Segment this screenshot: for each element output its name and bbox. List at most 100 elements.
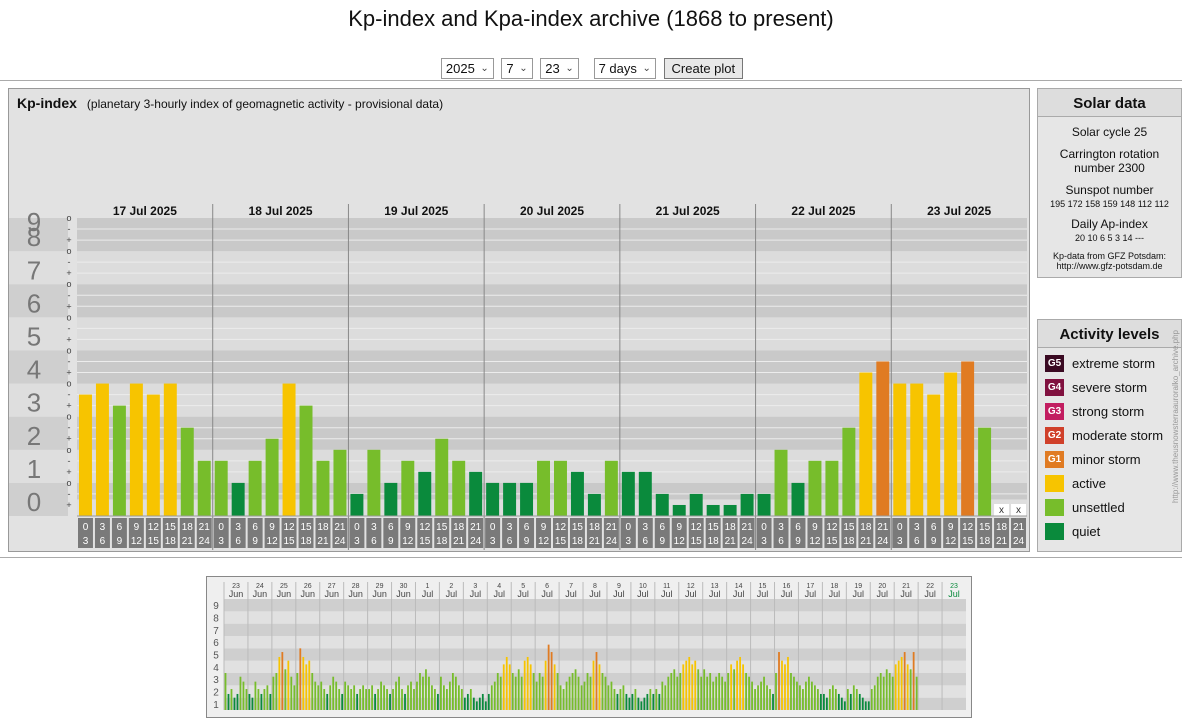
- legend-label: minor storm: [1072, 451, 1141, 467]
- minor-tick-label: o: [66, 312, 71, 322]
- mini-y-tick: 4: [213, 663, 219, 674]
- month-select[interactable]: 7 ⌄: [501, 58, 533, 79]
- kp-row-band: [77, 284, 1027, 318]
- activity-legend: G5 extreme storm G4 severe storm G3 strong …: [1038, 348, 1181, 543]
- hour-tick-label: 18: [996, 522, 1008, 533]
- activity-heading: Activity levels: [1038, 320, 1181, 348]
- legend-label: active: [1072, 475, 1106, 491]
- mini-kp-bar: [799, 685, 801, 710]
- hour-tick-label: 18: [589, 522, 601, 533]
- mini-kp-bar: [413, 689, 415, 710]
- kp-panel: Kp-index (planetary 3-hourly index of ge…: [8, 88, 1030, 552]
- hour-box: [145, 518, 161, 548]
- hour-tick-label: 9: [117, 536, 123, 547]
- kp-bar: [129, 383, 143, 516]
- mini-kp-bar: [787, 656, 789, 710]
- mini-month-label: Jul: [661, 589, 673, 599]
- minor-tick-label: o: [66, 478, 71, 488]
- y-tick-label: 4: [27, 355, 41, 385]
- mini-month-label: Jun: [277, 589, 292, 599]
- mini-kp-bar: [377, 689, 379, 710]
- mini-month-label: Jul: [589, 589, 601, 599]
- mini-kp-bar: [754, 689, 756, 710]
- hour-tick-label: 18: [300, 536, 312, 547]
- create-plot-button[interactable]: Create plot: [663, 58, 744, 79]
- y-tick-label: 2: [27, 421, 41, 451]
- mini-kp-bar: [727, 673, 730, 710]
- mini-day-label: 8: [593, 583, 597, 590]
- hour-box: [298, 518, 314, 548]
- mini-kp-bar: [263, 689, 266, 710]
- mini-kp-bar: [646, 693, 649, 710]
- mini-kp-bar: [422, 676, 424, 710]
- hour-tick-label: 9: [676, 522, 682, 533]
- mini-kp-bar: [631, 693, 634, 710]
- mini-kp-bar: [897, 660, 900, 710]
- day-value: 23: [545, 61, 560, 76]
- panel-label: Kp-index: [17, 95, 77, 111]
- mini-row-band: [224, 685, 966, 698]
- hour-tick-label: 3: [643, 522, 649, 533]
- mini-kp-bar: [778, 652, 780, 710]
- minor-tick-label: o: [66, 445, 71, 455]
- kp-row-label-band: [9, 350, 68, 384]
- mini-kp-bar: [775, 673, 777, 710]
- hour-tick-label: 6: [795, 522, 801, 533]
- mini-kp-bar: [583, 681, 586, 710]
- hour-tick-label: 3: [83, 536, 89, 547]
- mini-kp-bar: [607, 685, 610, 710]
- kp-bar: [503, 482, 517, 516]
- kp-bar: [214, 460, 228, 516]
- mini-kp-bar: [520, 676, 523, 710]
- mini-day-label: 13: [711, 583, 719, 590]
- hour-box: [926, 518, 942, 548]
- hour-box: [247, 518, 263, 548]
- hour-tick-label: 21: [589, 536, 601, 547]
- hour-box: [977, 518, 993, 548]
- minor-tick-label: -: [68, 489, 71, 499]
- mini-kp-bar: [511, 673, 514, 710]
- mini-kp-bar: [673, 669, 676, 710]
- mini-kp-bar: [802, 689, 804, 710]
- mini-kp-bar: [341, 693, 344, 710]
- mini-day-label: 1: [425, 583, 429, 590]
- mini-kp-bar: [514, 676, 517, 710]
- activity-levels-panel: Activity levels G5 extreme storm G4 severe…: [1037, 319, 1182, 552]
- hour-tick-label: 18: [860, 522, 872, 533]
- hour-box: [94, 518, 110, 548]
- minor-tick-label: -: [68, 257, 71, 267]
- mini-kp-bar: [428, 676, 430, 710]
- sunspot-label: Sunspot number: [1065, 183, 1154, 197]
- mini-day-label: 12: [687, 583, 695, 590]
- day-select[interactable]: 23 ⌄: [540, 58, 579, 79]
- legend-label: unsettled: [1072, 499, 1125, 515]
- mini-kp-bar: [849, 693, 852, 710]
- hour-tick-label: 15: [708, 522, 720, 533]
- hour-tick-label: 18: [725, 522, 737, 533]
- mini-month-label: Jul: [470, 589, 482, 599]
- hour-tick-label: 6: [252, 522, 258, 533]
- kp-bar: [587, 493, 601, 516]
- hour-box: [688, 518, 704, 548]
- year-select[interactable]: 2025 ⌄: [440, 58, 494, 79]
- mini-kp-bar: [386, 689, 388, 710]
- mini-kp-bar: [353, 685, 356, 710]
- mini-month-label: Jul: [565, 589, 577, 599]
- mini-kp-bar: [440, 676, 442, 710]
- mini-kp-bar: [326, 693, 329, 710]
- hour-tick-label: 6: [914, 536, 920, 547]
- hour-tick-label: 21: [317, 536, 329, 547]
- range-select[interactable]: 7 days ⌄: [593, 58, 656, 79]
- source-link[interactable]: http://www.gfz-potsdam.de: [1056, 261, 1163, 271]
- day-label: 18 Jul 2025: [249, 204, 313, 218]
- mini-kp-bar: [592, 660, 595, 710]
- mini-kp-bar: [359, 689, 362, 710]
- mini-kp-bar: [742, 664, 744, 710]
- mini-kp-bar: [401, 689, 403, 710]
- mini-month-label: Jul: [781, 589, 793, 599]
- plot-controls: 2025 ⌄ 7 ⌄ 23 ⌄ 7 days ⌄ Create plot: [0, 58, 1182, 79]
- legend-item: G5 extreme storm: [1038, 351, 1181, 375]
- kp-bar: [638, 471, 652, 516]
- missing-marker: x: [1016, 505, 1021, 516]
- mini-row-band: [224, 660, 966, 673]
